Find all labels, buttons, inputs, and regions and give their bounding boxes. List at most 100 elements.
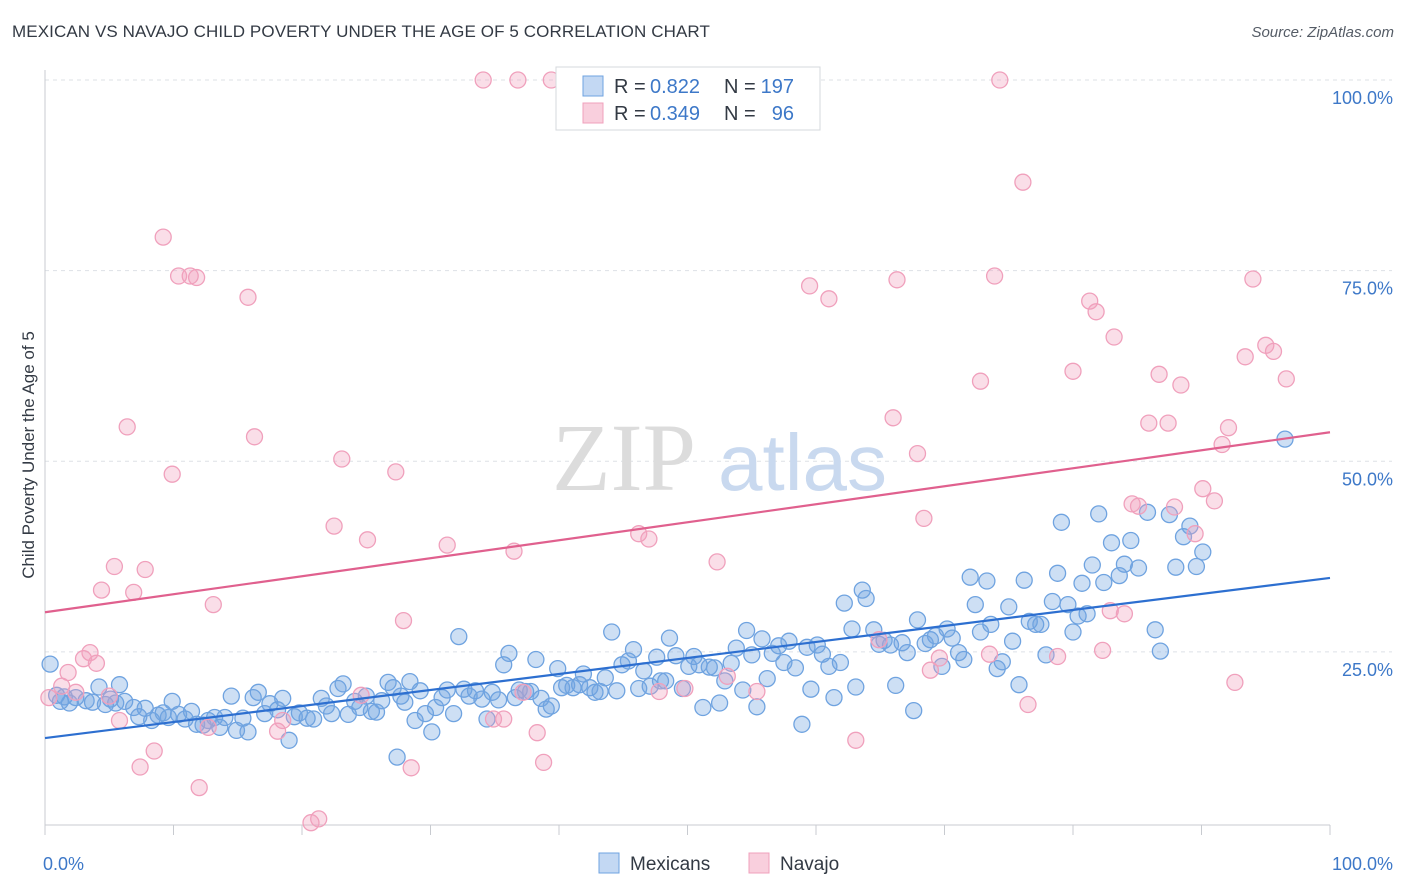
mexicans-point <box>1167 558 1185 576</box>
mexicans-point <box>216 708 234 727</box>
mexicans-point <box>1010 676 1028 694</box>
navajo-point <box>650 682 668 701</box>
mexicans-point <box>438 681 456 699</box>
mexicans-point <box>110 676 129 694</box>
mexicans-point <box>1059 595 1077 614</box>
mexicans-point <box>1095 573 1113 592</box>
mexicans-point <box>116 692 134 711</box>
trend-lines <box>44 431 1331 740</box>
mexicans-point <box>660 629 679 647</box>
navajo-point <box>131 758 149 776</box>
navajo-point <box>310 810 328 828</box>
watermark-zip: ZIP <box>552 404 696 511</box>
navajo-point <box>333 450 351 468</box>
navajo-trend-line <box>44 431 1331 614</box>
navajo-point <box>163 465 181 483</box>
bottom-legend: Mexicans Navajo <box>598 852 839 875</box>
mexicans-point <box>748 698 766 716</box>
legend-navajo-n-value: 96 <box>772 103 794 125</box>
navajo-point <box>1159 414 1177 432</box>
navajo-point <box>274 711 292 730</box>
source-label: Source: ZipAtlas.com <box>1251 24 1394 41</box>
bottom-legend-navajo-label: Navajo <box>780 854 839 875</box>
navajo-point <box>1226 673 1244 692</box>
mexicans-point <box>1146 621 1164 639</box>
mexicans-point <box>705 659 724 677</box>
navajo-point <box>474 71 492 89</box>
navajo-point <box>1129 497 1148 515</box>
mexicans-point <box>489 691 508 709</box>
navajo-point <box>509 71 527 89</box>
navajo-point <box>971 372 990 390</box>
legend-navajo-r-label: R = <box>614 103 646 125</box>
mexicans-point <box>41 655 59 673</box>
mexicans-point <box>542 697 560 715</box>
mexicans-point <box>624 640 643 659</box>
navajo-point <box>199 718 217 737</box>
navajo-point <box>884 409 902 427</box>
navajo-point <box>991 71 1009 89</box>
navajo-point <box>1277 370 1295 388</box>
mexicans-point <box>362 702 381 721</box>
navajo-point <box>402 759 420 777</box>
mexicans-point <box>249 683 267 701</box>
mexicans-point <box>737 621 756 640</box>
mexicans-point <box>898 643 916 662</box>
mexicans-point <box>1027 615 1045 634</box>
navajo-point <box>394 611 413 630</box>
navajo-point <box>245 428 264 446</box>
navajo-point <box>1014 173 1032 191</box>
mexicans-point <box>694 698 712 717</box>
mexicans-point <box>596 669 614 687</box>
mexicans-point <box>943 629 961 647</box>
legend-mexicans-n-value: 197 <box>761 76 794 98</box>
mexicans-point <box>793 715 811 733</box>
mexicans-point <box>608 682 626 700</box>
mexicans-point <box>1129 559 1148 577</box>
navajo-point <box>325 517 343 535</box>
y-axis-label: Child Poverty Under the Age of 5 <box>19 331 38 579</box>
navajo-point <box>1150 365 1168 383</box>
mexicans-point <box>1122 531 1140 550</box>
mexicans-point <box>222 687 240 705</box>
legend-navajo-swatch <box>582 102 604 124</box>
navajo-point <box>1115 605 1134 623</box>
navajo-point <box>59 663 77 682</box>
navajo-point <box>118 418 136 436</box>
legend-navajo-r-value: 0.349 <box>650 103 700 125</box>
mexicans-point <box>1003 632 1022 650</box>
legend-navajo-n-label: N = <box>724 103 756 125</box>
mexicans-point <box>1032 615 1050 634</box>
mexicans-point <box>527 650 545 669</box>
navajo-point <box>888 271 906 289</box>
mexicans-point <box>83 693 102 711</box>
navajo-point <box>908 444 927 463</box>
navajo-point <box>1064 362 1082 380</box>
mexicans-point <box>1064 623 1082 641</box>
y-tick-labels: 25.0% 50.0% 75.0% 100.0% <box>1332 88 1393 680</box>
mexicans-point <box>955 650 973 669</box>
navajo-point <box>1213 435 1231 454</box>
mexicans-point <box>334 675 352 693</box>
mexicans-point <box>1083 556 1101 574</box>
mexicans-point <box>280 731 298 749</box>
mexicans-point <box>641 677 659 695</box>
mexicans-point <box>905 701 923 720</box>
navajo-point <box>708 553 726 571</box>
grid-lines <box>45 79 1392 653</box>
navajo-point <box>87 654 106 672</box>
mexicans-point <box>843 620 861 638</box>
navajo-point <box>980 645 999 663</box>
navajo-point <box>1236 348 1254 366</box>
mexicans-point <box>322 704 341 723</box>
bottom-legend-mexicans-label: Mexicans <box>630 854 710 875</box>
mexicans-point <box>423 723 441 741</box>
mexicans-point <box>993 653 1011 671</box>
navajo-point <box>40 688 58 707</box>
navajo-point <box>1205 492 1224 510</box>
navajo-point <box>676 679 694 698</box>
legend-mexicans-swatch <box>582 75 604 97</box>
mexicans-point <box>835 594 853 612</box>
mexicans-point <box>1048 564 1067 582</box>
